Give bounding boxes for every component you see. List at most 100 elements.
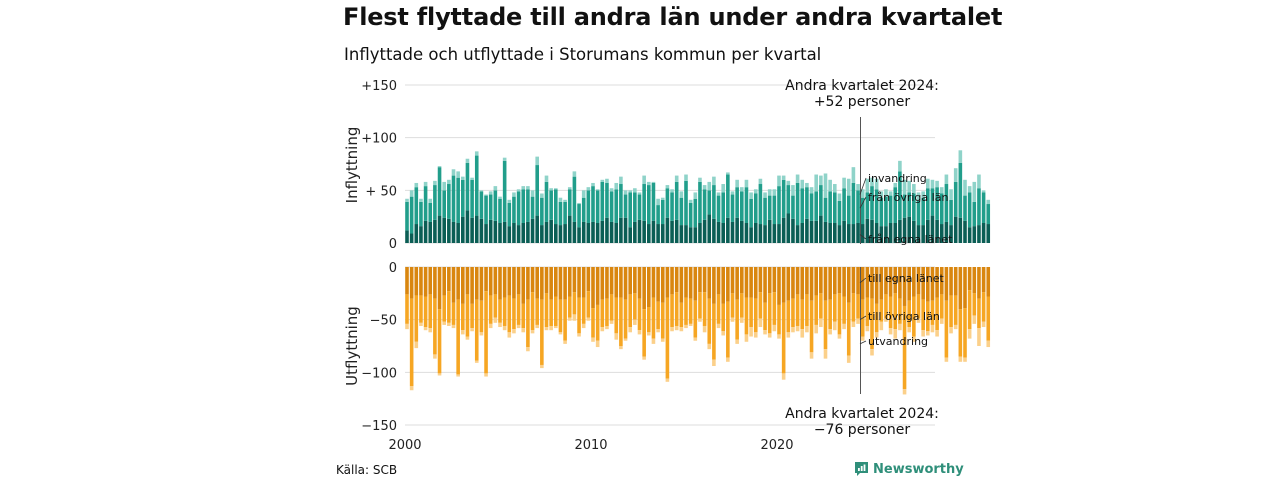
bar-inflyttning [777, 186, 781, 225]
bar-utflyttning [540, 299, 544, 365]
bar-inflyttning [591, 221, 595, 243]
bar-inflyttning [926, 188, 930, 220]
bar-inflyttning [693, 198, 698, 228]
bar-utflyttning [902, 389, 907, 395]
bar-utflyttning [465, 267, 470, 295]
bar-utflyttning [721, 303, 725, 332]
bar-inflyttning [842, 188, 846, 221]
bar-inflyttning [423, 220, 428, 243]
bar-inflyttning [544, 221, 549, 243]
bar-inflyttning [493, 186, 498, 191]
bar-utflyttning [939, 318, 944, 324]
bar-utflyttning [656, 301, 660, 330]
bar-inflyttning [958, 217, 963, 243]
bar-utflyttning [660, 267, 665, 303]
bar-inflyttning [814, 174, 818, 192]
bar-inflyttning [498, 198, 502, 223]
bar-utflyttning [642, 309, 646, 357]
bar-inflyttning [856, 184, 860, 191]
bar-utflyttning [665, 378, 670, 382]
bar-inflyttning [470, 177, 474, 180]
bar-utflyttning [698, 318, 702, 322]
bar-inflyttning [767, 195, 772, 220]
bar-inflyttning [977, 188, 981, 226]
bar-utflyttning [986, 340, 991, 348]
bar-inflyttning [842, 177, 846, 189]
bar-inflyttning [833, 192, 837, 223]
bar-utflyttning [530, 267, 535, 293]
bar-utflyttning [781, 373, 786, 380]
bar-inflyttning [921, 197, 925, 226]
bar-inflyttning [944, 221, 949, 243]
bar-inflyttning [939, 187, 944, 194]
bar-utflyttning [660, 302, 665, 339]
bar-inflyttning [674, 181, 679, 220]
bar-inflyttning [665, 217, 670, 243]
bar-inflyttning [926, 178, 930, 189]
bar-inflyttning [409, 190, 414, 197]
bar-utflyttning [707, 267, 712, 299]
bar-utflyttning [735, 267, 739, 300]
bar-inflyttning [786, 180, 791, 186]
bar-inflyttning [721, 184, 725, 193]
bar-inflyttning [507, 202, 512, 227]
bar-utflyttning [967, 329, 972, 339]
bar-utflyttning [856, 318, 860, 324]
bar-utflyttning [549, 267, 553, 300]
bar-inflyttning [405, 230, 409, 243]
bar-inflyttning [447, 179, 451, 185]
bar-inflyttning [419, 201, 423, 227]
bar-inflyttning [623, 190, 628, 195]
bar-inflyttning [544, 181, 549, 222]
bar-utflyttning [572, 267, 577, 293]
bar-utflyttning [609, 294, 614, 321]
bar-utflyttning [772, 292, 777, 325]
bar-utflyttning [851, 293, 856, 322]
bar-utflyttning [428, 267, 433, 295]
bar-utflyttning [977, 267, 981, 299]
bar-utflyttning [442, 295, 446, 322]
bar-inflyttning [419, 198, 423, 202]
bar-utflyttning [930, 300, 935, 325]
y-tick-label: +150 [361, 79, 397, 94]
bar-utflyttning [879, 299, 884, 322]
bar-inflyttning [647, 185, 651, 225]
bar-utflyttning [600, 267, 605, 300]
bar-utflyttning [865, 267, 870, 298]
bar-inflyttning [488, 191, 493, 195]
bar-inflyttning [772, 189, 777, 196]
bar-utflyttning [902, 305, 907, 390]
bar-utflyttning [502, 297, 507, 326]
bar-inflyttning [935, 219, 939, 243]
bar-inflyttning [916, 225, 921, 243]
bar-inflyttning [442, 190, 446, 218]
bar-inflyttning [870, 177, 874, 187]
bar-inflyttning [907, 180, 911, 193]
bar-utflyttning [479, 332, 484, 336]
bar-inflyttning [809, 193, 814, 221]
bar-inflyttning [600, 179, 605, 182]
bar-utflyttning [986, 267, 991, 297]
bar-utflyttning [791, 298, 795, 328]
bar-utflyttning [554, 267, 558, 297]
bar-inflyttning [595, 189, 600, 191]
x-tick-label: 2000 [388, 438, 421, 453]
bar-utflyttning [930, 267, 935, 301]
bar-utflyttning [405, 323, 409, 330]
bar-inflyttning [712, 218, 716, 243]
bar-inflyttning [577, 227, 581, 243]
bar-utflyttning [749, 267, 753, 298]
series-label: till övriga län [868, 310, 940, 323]
bar-inflyttning [693, 227, 698, 243]
bar-utflyttning [777, 267, 781, 305]
bar-utflyttning [828, 329, 832, 335]
bar-inflyttning [953, 181, 958, 217]
bar-utflyttning [819, 318, 823, 328]
bar-inflyttning [828, 222, 832, 243]
bar-inflyttning [860, 224, 865, 243]
bar-inflyttning [916, 200, 921, 226]
bar-inflyttning [800, 188, 805, 223]
bar-utflyttning [507, 332, 512, 338]
bar-utflyttning [842, 267, 846, 297]
bar-inflyttning [921, 191, 925, 198]
